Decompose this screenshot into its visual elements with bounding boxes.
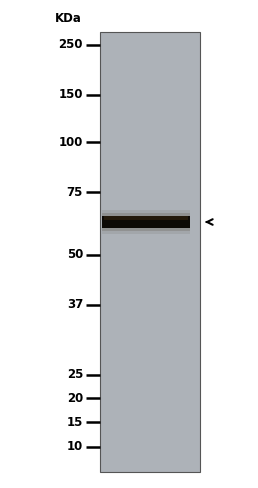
Text: 20: 20 xyxy=(67,391,83,405)
Bar xyxy=(104,216,188,220)
Bar xyxy=(100,32,200,472)
Bar xyxy=(102,216,190,228)
Text: 250: 250 xyxy=(59,39,83,52)
Text: 15: 15 xyxy=(67,415,83,428)
Text: 150: 150 xyxy=(59,88,83,102)
Text: 50: 50 xyxy=(67,248,83,262)
Text: 37: 37 xyxy=(67,299,83,311)
Text: KDa: KDa xyxy=(55,12,82,24)
Text: 100: 100 xyxy=(59,136,83,148)
Bar xyxy=(102,216,190,228)
Text: 25: 25 xyxy=(67,368,83,382)
Text: 75: 75 xyxy=(67,185,83,199)
Bar xyxy=(102,210,190,234)
Text: 10: 10 xyxy=(67,441,83,453)
Bar xyxy=(102,213,190,231)
